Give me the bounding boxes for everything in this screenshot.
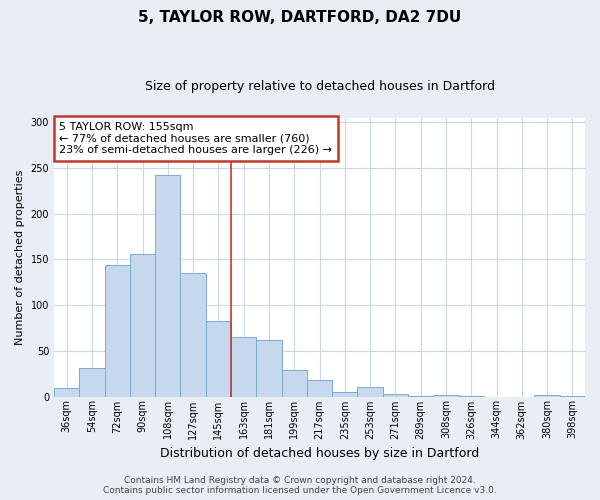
- Bar: [332, 392, 358, 396]
- Bar: [433, 394, 458, 396]
- Bar: [155, 176, 181, 396]
- Bar: [181, 273, 206, 396]
- Bar: [281, 370, 307, 396]
- Bar: [206, 320, 231, 396]
- Text: 5 TAYLOR ROW: 155sqm
← 77% of detached houses are smaller (760)
23% of semi-deta: 5 TAYLOR ROW: 155sqm ← 77% of detached h…: [59, 122, 332, 155]
- Y-axis label: Number of detached properties: Number of detached properties: [15, 170, 25, 345]
- Bar: [535, 394, 560, 396]
- Bar: [130, 254, 155, 396]
- X-axis label: Distribution of detached houses by size in Dartford: Distribution of detached houses by size …: [160, 447, 479, 460]
- Text: 5, TAYLOR ROW, DARTFORD, DA2 7DU: 5, TAYLOR ROW, DARTFORD, DA2 7DU: [139, 10, 461, 25]
- Bar: [383, 394, 408, 396]
- Bar: [54, 388, 79, 396]
- Bar: [104, 265, 130, 396]
- Bar: [231, 337, 256, 396]
- Bar: [256, 340, 281, 396]
- Title: Size of property relative to detached houses in Dartford: Size of property relative to detached ho…: [145, 80, 494, 93]
- Bar: [307, 380, 332, 396]
- Text: Contains HM Land Registry data © Crown copyright and database right 2024.
Contai: Contains HM Land Registry data © Crown c…: [103, 476, 497, 495]
- Bar: [79, 368, 104, 396]
- Bar: [358, 388, 383, 396]
